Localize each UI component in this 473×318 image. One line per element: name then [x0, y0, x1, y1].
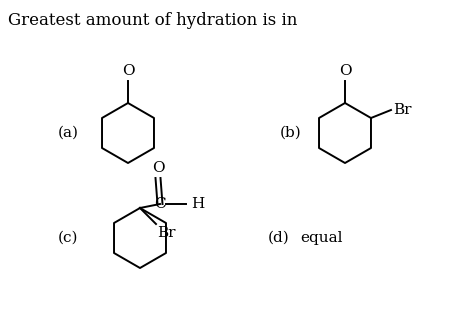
Text: O: O	[152, 161, 164, 175]
Text: O: O	[339, 64, 351, 78]
Text: (c): (c)	[58, 231, 79, 245]
Text: (b): (b)	[280, 126, 302, 140]
Text: Greatest amount of hydration is in: Greatest amount of hydration is in	[8, 12, 298, 29]
Text: C: C	[154, 197, 166, 211]
Text: H: H	[191, 197, 204, 211]
Text: Br: Br	[157, 226, 175, 240]
Text: O: O	[122, 64, 134, 78]
Text: Br: Br	[393, 103, 412, 117]
Text: (a): (a)	[58, 126, 79, 140]
Text: equal: equal	[300, 231, 342, 245]
Text: (d): (d)	[268, 231, 290, 245]
